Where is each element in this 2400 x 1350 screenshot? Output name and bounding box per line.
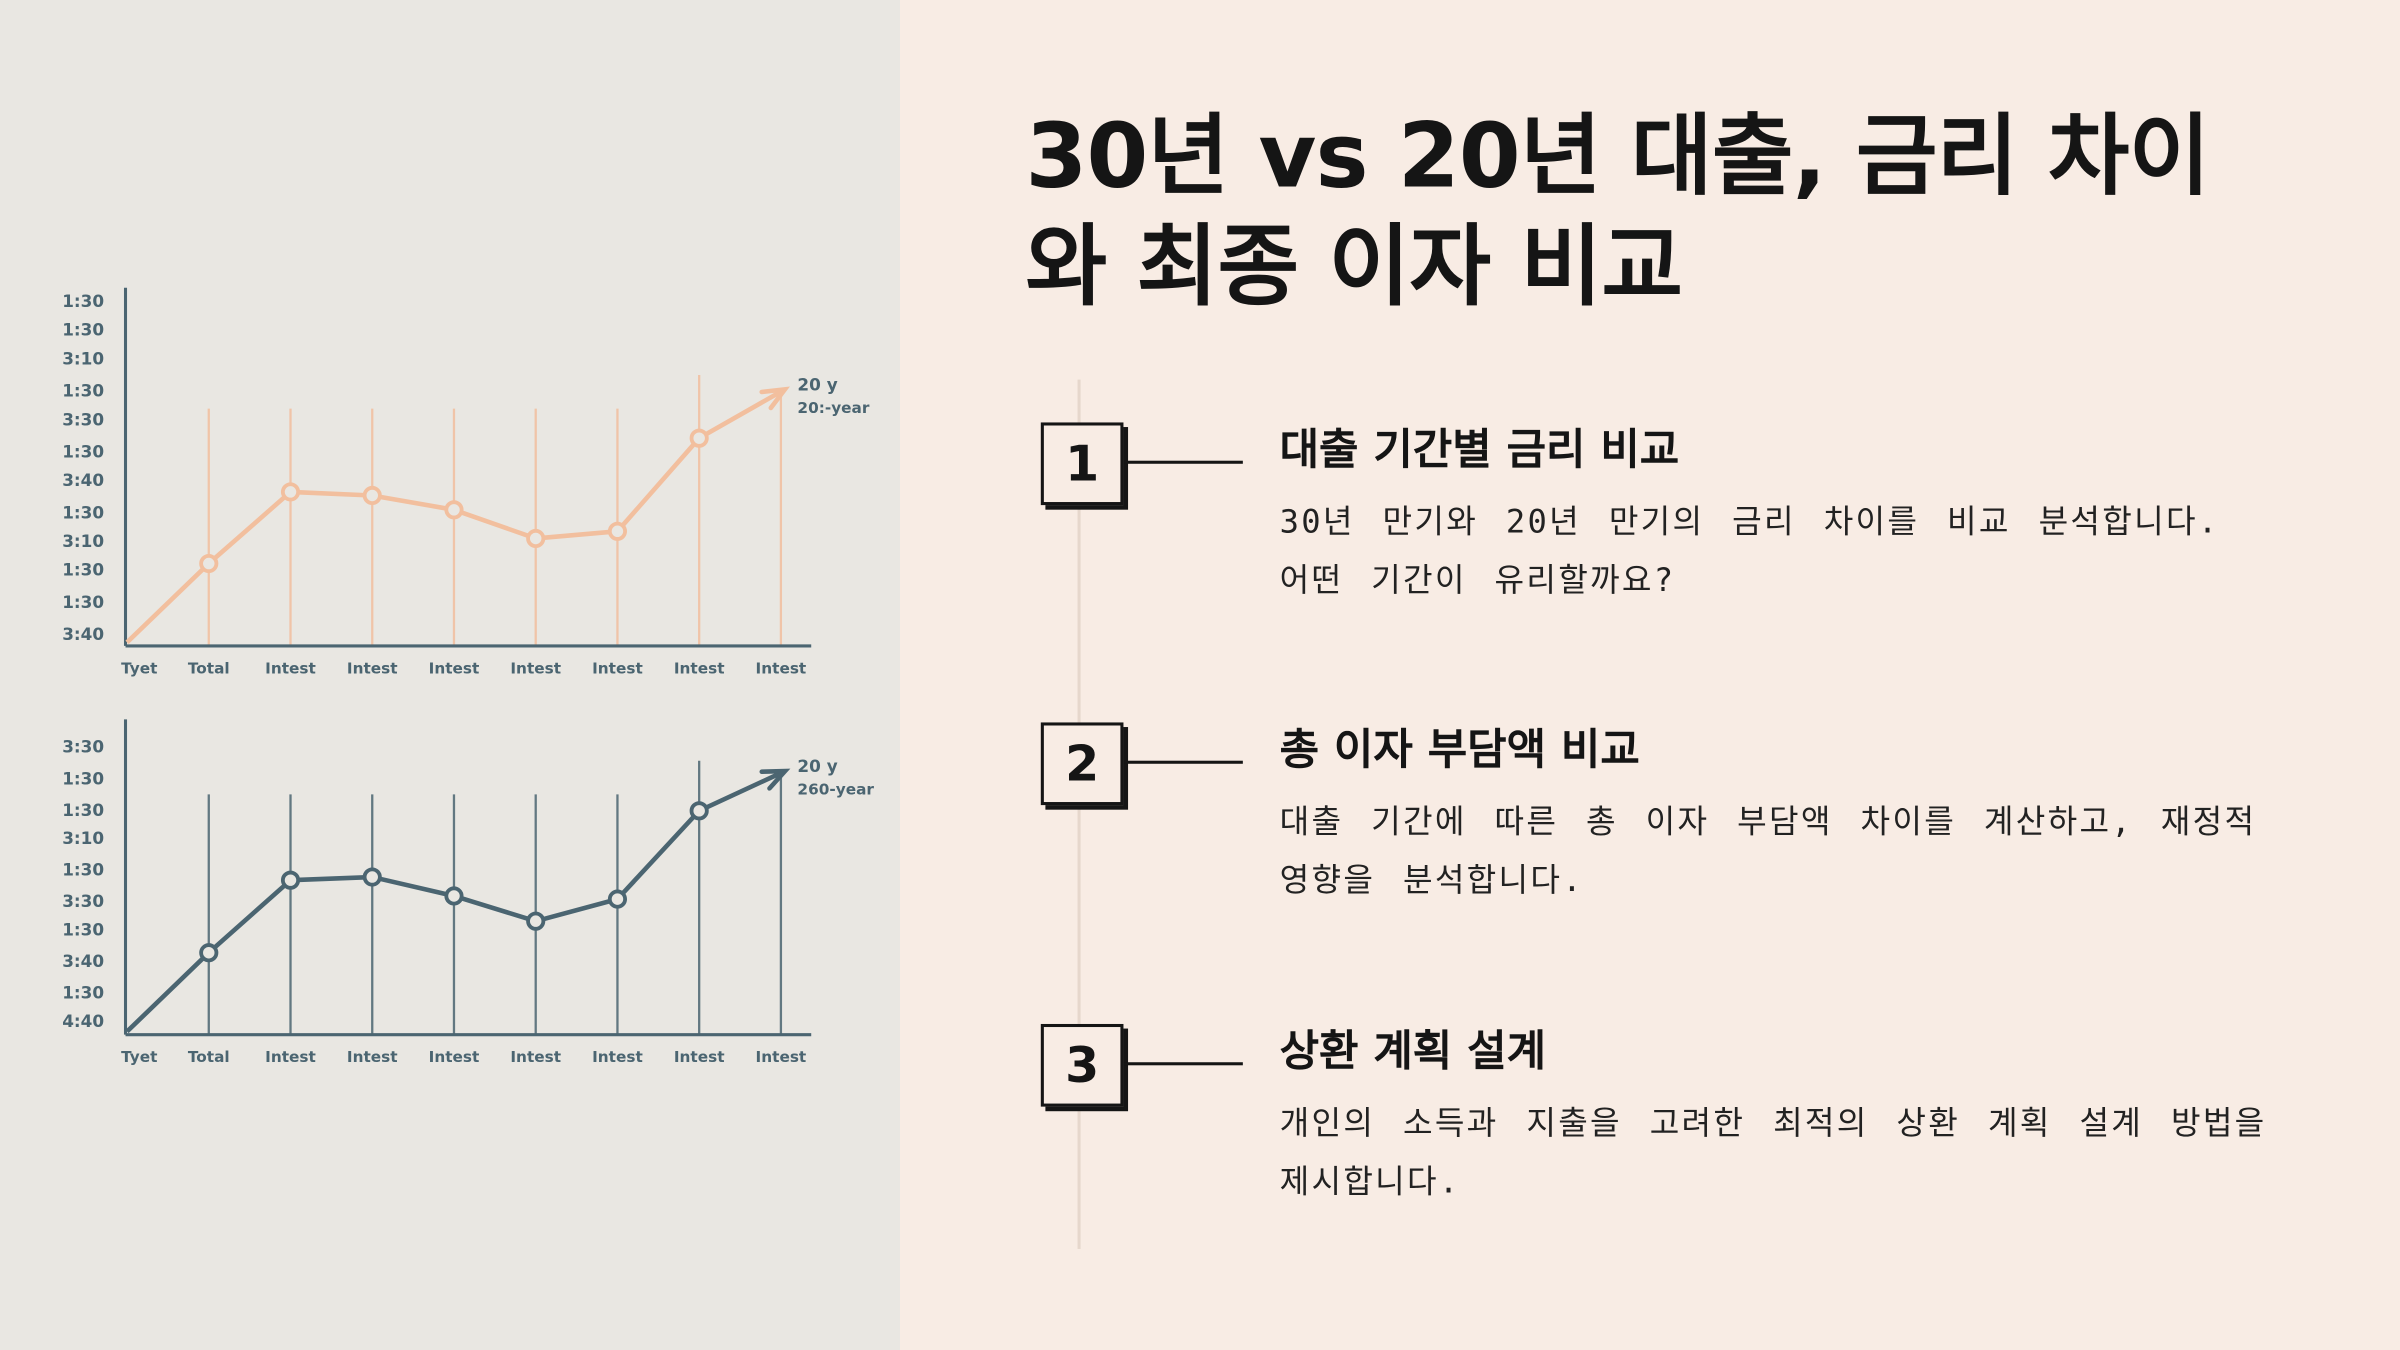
step-body: 개인의 소득과 지출을 고려한 최적의 상환 계획 설계 방법을 제시합니다.	[1279, 1105, 2267, 1200]
x-tick-label: Intest	[674, 1048, 725, 1066]
y-tick-label: 3:10	[62, 348, 104, 368]
x-tick-label: Intest	[347, 659, 398, 677]
x-tick-label: Intest	[756, 659, 807, 677]
data-point	[362, 485, 382, 506]
data-point	[526, 528, 546, 549]
x-tick-label: Tyet	[121, 1048, 157, 1066]
x-tick-label: Intest	[674, 659, 725, 677]
annotation: 20 y	[797, 756, 837, 776]
y-tick-label: 1:30	[62, 800, 104, 820]
y-tick-label: 3:40	[62, 951, 104, 971]
x-tick-label: Intest	[756, 1048, 807, 1066]
y-tick-label: 3:10	[62, 828, 104, 848]
step-number: 3	[1040, 1023, 1124, 1107]
y-tick-label: 1:30	[62, 381, 104, 401]
y-tick-label: 1:30	[62, 860, 104, 880]
data-point	[444, 886, 464, 906]
data-point	[689, 428, 709, 448]
y-tick-label: 1:30	[62, 442, 104, 462]
data-point	[199, 943, 219, 963]
y-tick-label: 1:30	[62, 291, 104, 311]
slide-title: 30년 vs 20년 대출, 금리 차이와 최종 이자 비교	[1025, 104, 2211, 319]
data-point	[280, 870, 301, 890]
x-tick-label: Intest	[592, 659, 643, 677]
annotation: 20:-year	[797, 399, 869, 417]
data-point	[689, 801, 709, 821]
arrow-head	[759, 768, 791, 791]
y-tick-label: 1:30	[62, 560, 104, 580]
timeline	[1077, 379, 1081, 1249]
x-tick-label: Intest	[265, 659, 316, 677]
x-tick-label: Total	[188, 659, 230, 677]
data-point	[444, 500, 464, 520]
step-body: 30년 만기와 20년 만기의 금리 차이를 비교 분석합니다. 어떤 기간이 …	[1279, 503, 2220, 599]
step-body: 대출 기간에 따른 총 이자 부담액 차이를 계산하고, 재정적 영향을 분석합…	[1279, 803, 2257, 899]
y-tick-label: 3:40	[62, 624, 104, 644]
data-point	[362, 867, 382, 887]
y-tick-label: 1:30	[62, 768, 104, 788]
y-tick-label: 3:10	[62, 531, 104, 551]
arrow-head	[759, 386, 790, 411]
y-tick-label: 3:30	[62, 409, 104, 429]
chart-image: 1:30 1:30 3:10 1:30 3:30 1:30 3:40 1:30 3:10 1:30…	[0, 0, 900, 1350]
x-tick-label: Intest	[429, 1048, 480, 1066]
data-point	[199, 553, 219, 574]
step-number: 1	[1040, 422, 1124, 506]
y-tick-label: 3:40	[62, 470, 104, 490]
data-point	[526, 911, 546, 931]
step-number: 2	[1040, 722, 1124, 806]
connector	[1123, 1062, 1243, 1066]
x-tick-label: Intest	[510, 659, 561, 677]
data-point	[607, 889, 628, 909]
step-heading: 총 이자 부담액 비교	[1279, 723, 1640, 775]
x-tick-label: Intest	[347, 1048, 398, 1066]
y-tick-label: 3:30	[62, 891, 104, 911]
y-tick-label: 1:30	[62, 592, 104, 612]
data-point	[607, 521, 628, 541]
step-heading: 상환 계획 설계	[1279, 1025, 1547, 1077]
y-tick-label: 4:40	[62, 1011, 104, 1031]
x-tick-label: Intest	[265, 1048, 316, 1066]
x-tick-label: Intest	[429, 659, 480, 677]
y-tick-label: 1:30	[62, 502, 104, 522]
x-tick-label: Intest	[592, 1048, 643, 1066]
y-tick-label: 3:30	[62, 737, 104, 757]
x-tick-label: Tyet	[121, 659, 157, 677]
connector	[1123, 760, 1243, 764]
data-point	[280, 482, 301, 502]
step-heading: 대출 기간별 금리 비교	[1279, 423, 1680, 475]
annotation: 20 y	[797, 374, 837, 394]
connector	[1123, 460, 1243, 464]
annotation: 260-year	[797, 780, 874, 798]
y-tick-label: 1:30	[62, 920, 104, 940]
y-tick-label: 1:30	[62, 983, 104, 1003]
x-tick-label: Total	[188, 1048, 230, 1066]
x-tick-label: Intest	[510, 1048, 561, 1066]
y-tick-label: 1:30	[62, 320, 104, 340]
